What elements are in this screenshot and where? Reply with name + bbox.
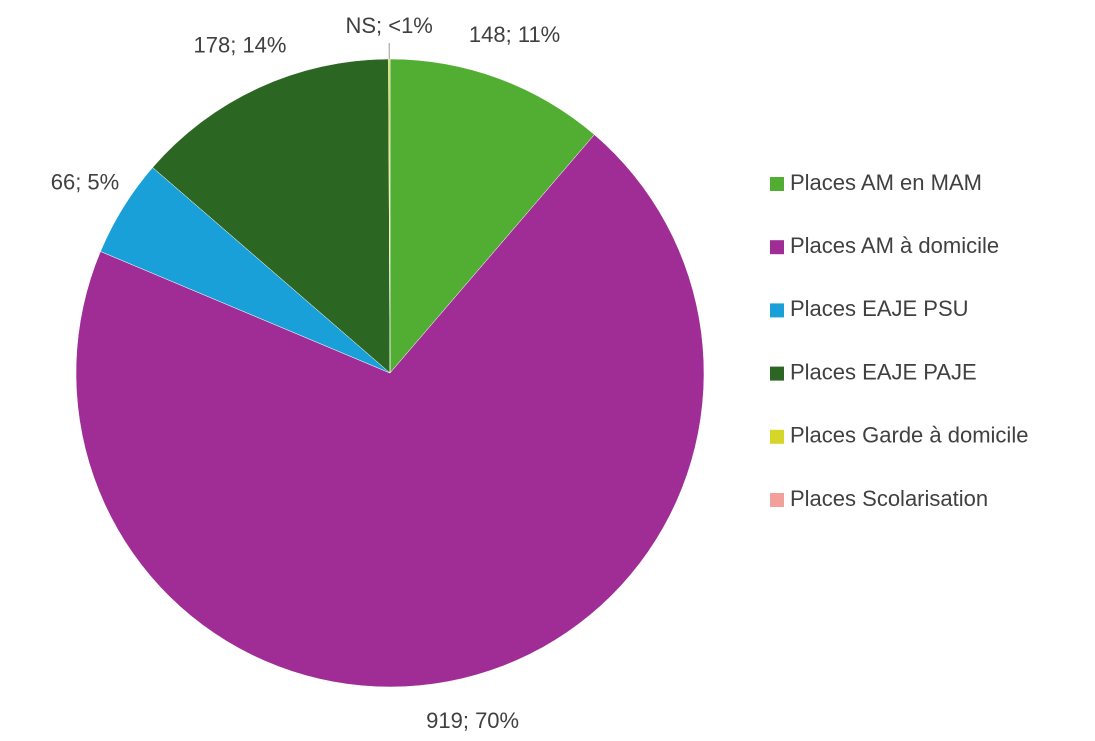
pie-slice bbox=[152, 58, 391, 374]
pie-slice bbox=[75, 134, 705, 688]
legend-label: Places EAJE PSU bbox=[790, 296, 969, 321]
legend-label: Places EAJE PAJE bbox=[790, 359, 977, 384]
legend-swatch bbox=[770, 177, 784, 191]
legend-label: Places AM en MAM bbox=[790, 170, 982, 195]
legend-label: Places AM à domicile bbox=[790, 233, 999, 258]
pie-slice bbox=[389, 58, 595, 374]
legend-label: Places Garde à domicile bbox=[790, 423, 1028, 448]
legend-swatch bbox=[770, 493, 784, 507]
data-label: NS; <1% bbox=[345, 13, 432, 38]
data-label: 919; 70% bbox=[426, 708, 519, 733]
data-label: 66; 5% bbox=[51, 169, 120, 194]
legend-swatch bbox=[770, 303, 784, 318]
data-label: 178; 14% bbox=[194, 33, 287, 58]
data-label: 148; 11% bbox=[469, 22, 560, 47]
legend-swatch bbox=[770, 366, 784, 381]
legend-swatch bbox=[770, 240, 784, 255]
legend-label: Places Scolarisation bbox=[790, 486, 988, 511]
legend-swatch bbox=[770, 429, 784, 444]
